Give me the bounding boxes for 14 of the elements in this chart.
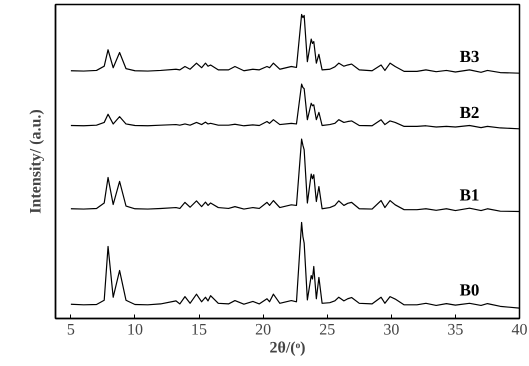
x-tick-label: 35 [447, 322, 464, 338]
series-label: B3 [460, 47, 480, 66]
series-label: B2 [460, 102, 480, 122]
series-label: B0 [460, 280, 480, 300]
y-axis-title: Intensity/ (a.u.) [28, 109, 44, 214]
series-label: B1 [460, 186, 480, 205]
x-tick-label: 30 [383, 322, 400, 338]
x-tick-label: 20 [255, 322, 272, 338]
x-tick-label: 40 [512, 322, 528, 338]
x-tick-label: 25 [319, 322, 336, 338]
x-tick-label: 5 [66, 322, 75, 338]
x-axis-title: 2θ/(ᵒ) [269, 340, 306, 356]
x-tick-label: 10 [126, 322, 143, 338]
x-tick-label: 15 [191, 322, 208, 338]
